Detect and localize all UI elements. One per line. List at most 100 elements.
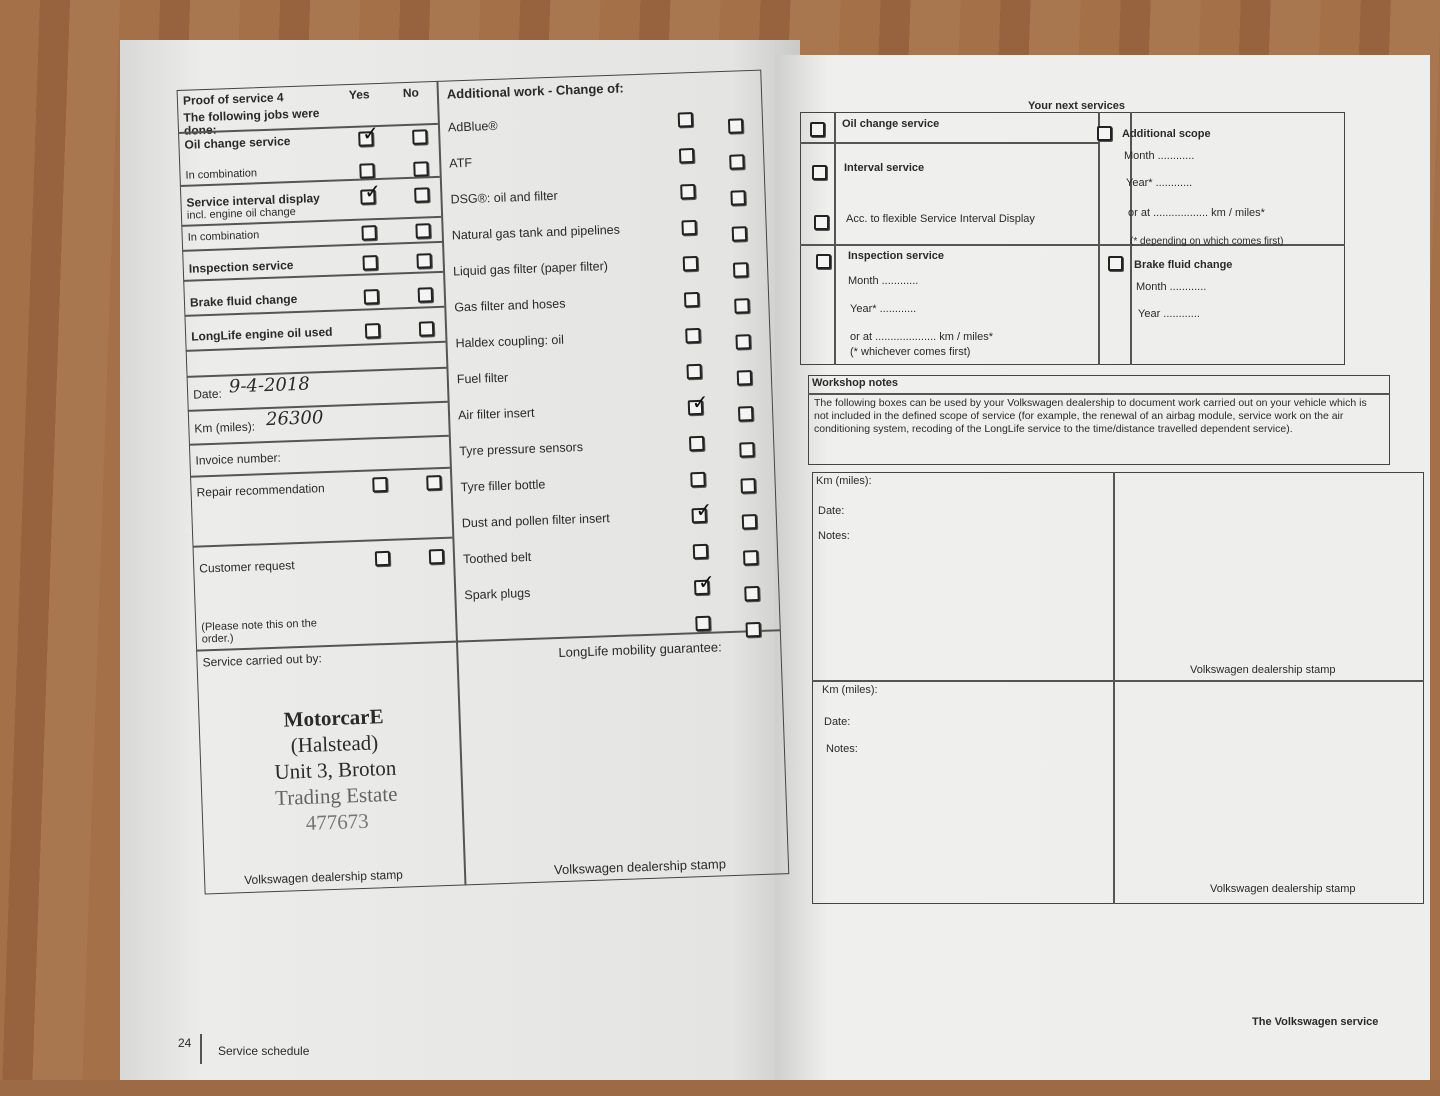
interval-checkbox[interactable]	[812, 165, 827, 180]
additional-yes-checkbox[interactable]	[690, 471, 706, 488]
additional-no-checkbox[interactable]	[745, 621, 762, 638]
additional-no-checkbox[interactable]	[741, 514, 758, 530]
notes-2-km: Km (miles):	[822, 684, 878, 696]
inspection-checkbox[interactable]	[816, 254, 831, 269]
additional-item-label: Air filter insert	[457, 405, 535, 423]
additional-note: (* depending on which comes first)	[1130, 236, 1284, 247]
additional-no-checkbox[interactable]	[727, 118, 744, 134]
additional-scope-label: Additional scope	[1122, 128, 1211, 140]
notes-2-stamp: Volkswagen dealership stamp	[1210, 883, 1356, 895]
brake-fluid-checkbox[interactable]	[1108, 256, 1123, 271]
additional-no-checkbox[interactable]	[736, 370, 753, 386]
additional-yes-checkbox[interactable]	[691, 507, 707, 524]
km-label: Km (miles):	[194, 419, 256, 436]
invoice-label: Invoice number:	[195, 450, 282, 468]
job-no-checkbox[interactable]	[414, 187, 430, 203]
additional-scope-checkbox[interactable]	[1097, 126, 1112, 141]
additional-item-label: Spark plugs	[464, 585, 531, 603]
additional-no-checkbox[interactable]	[742, 549, 759, 566]
page-footer: The Volkswagen service	[1252, 1016, 1379, 1028]
jobs-intro: The following jobs were done:	[183, 106, 320, 138]
additional-no-checkbox[interactable]	[732, 262, 749, 278]
additional-no-checkbox[interactable]	[729, 154, 745, 170]
job-no-checkbox[interactable]	[412, 129, 428, 145]
job-no-checkbox[interactable]	[415, 223, 431, 239]
notes-1-km: Km (miles):	[816, 475, 872, 487]
additional-yes-checkbox[interactable]	[680, 183, 696, 200]
job-no-checkbox[interactable]	[413, 161, 429, 177]
job-yes-checkbox[interactable]	[358, 131, 374, 147]
date-label: Date:	[192, 386, 223, 402]
no-header: No	[402, 85, 420, 101]
inspection-year: Year* ............	[850, 303, 917, 315]
dealer-stamp: MotorcarE (Halstead) Unit 3, Broton Trading…	[274, 704, 398, 835]
inspection-note: (* whichever comes first)	[850, 346, 971, 358]
repair-no-checkbox[interactable]	[426, 475, 442, 491]
customer-yes-checkbox[interactable]	[374, 550, 391, 567]
additional-yes-checkbox[interactable]	[688, 435, 705, 452]
additional-year: Year* ............	[1126, 177, 1193, 189]
right-page	[775, 55, 1430, 1080]
job-label: In combination	[187, 229, 260, 244]
additional-item-label: ATF	[449, 155, 473, 171]
inspection-month: Month ............	[848, 275, 919, 287]
job-no-checkbox[interactable]	[416, 253, 432, 269]
additional-no-checkbox[interactable]	[739, 442, 755, 458]
additional-yes-checkbox[interactable]	[687, 399, 704, 416]
job-yes-checkbox[interactable]	[360, 189, 376, 205]
additional-yes-checkbox[interactable]	[695, 615, 711, 632]
repair-yes-checkbox[interactable]	[372, 476, 388, 493]
job-yes-checkbox[interactable]	[363, 289, 380, 305]
additional-yes-checkbox[interactable]	[693, 579, 710, 596]
additional-no-checkbox[interactable]	[734, 298, 750, 314]
additional-yes-checkbox[interactable]	[686, 363, 702, 380]
date-value[interactable]: 9-4-2018	[228, 373, 311, 398]
customer-no-checkbox[interactable]	[428, 548, 445, 565]
brake-year: Year ............	[1138, 308, 1200, 320]
additional-item-label: Toothed belt	[462, 549, 532, 567]
workshop-title: Workshop notes	[812, 377, 898, 389]
job-label: In combination	[185, 167, 258, 182]
additional-yes-checkbox[interactable]	[678, 147, 695, 164]
notes-1-stamp: Volkswagen dealership stamp	[1190, 664, 1336, 676]
brake-fluid-label: Brake fluid change	[1134, 259, 1233, 271]
additional-yes-checkbox[interactable]	[682, 255, 699, 272]
job-no-checkbox[interactable]	[417, 287, 434, 303]
section-name: Service schedule	[218, 1044, 310, 1058]
job-yes-checkbox[interactable]	[364, 323, 381, 339]
additional-yes-checkbox[interactable]	[677, 112, 694, 128]
notes-2-notes: Notes:	[826, 743, 858, 755]
inspection-or-at: or at .................... km / miles*	[850, 331, 994, 343]
additional-no-checkbox[interactable]	[730, 190, 746, 206]
additional-no-checkbox[interactable]	[735, 334, 751, 350]
page-number: 24	[178, 1036, 192, 1050]
additional-yes-checkbox[interactable]	[685, 327, 701, 344]
left-page	[120, 40, 800, 1080]
workshop-text: The following boxes can be used by your …	[814, 397, 1367, 435]
flexible-label: Acc. to flexible Service Interval Displa…	[846, 213, 1035, 225]
additional-no-checkbox[interactable]	[744, 585, 760, 602]
additional-yes-checkbox[interactable]	[683, 291, 700, 308]
job-yes-checkbox[interactable]	[361, 225, 377, 241]
additional-item-label: Fuel filter	[456, 370, 509, 387]
additional-or-at: or at .................. km / miles*	[1128, 207, 1265, 219]
additional-yes-checkbox[interactable]	[692, 543, 709, 560]
interval-label: Interval service	[844, 162, 925, 174]
additional-no-checkbox[interactable]	[731, 226, 748, 242]
oil-change-checkbox[interactable]	[810, 122, 825, 137]
additional-yes-checkbox[interactable]	[681, 219, 697, 236]
additional-item-label: Tyre filler bottle	[460, 477, 546, 495]
oil-change-label: Oil change service	[842, 118, 940, 130]
additional-no-checkbox[interactable]	[740, 478, 756, 494]
notes-1-notes: Notes:	[818, 530, 850, 542]
job-no-checkbox[interactable]	[418, 321, 435, 337]
next-services-title: Your next services	[1028, 100, 1126, 112]
additional-no-checkbox[interactable]	[737, 406, 754, 422]
job-yes-checkbox[interactable]	[359, 163, 375, 179]
km-value[interactable]: 26300	[265, 407, 324, 431]
yes-header: Yes	[348, 87, 370, 102]
job-yes-checkbox[interactable]	[362, 255, 378, 271]
flexible-checkbox[interactable]	[814, 215, 829, 230]
notes-2-date: Date:	[824, 716, 851, 728]
additional-month: Month ............	[1124, 150, 1195, 162]
